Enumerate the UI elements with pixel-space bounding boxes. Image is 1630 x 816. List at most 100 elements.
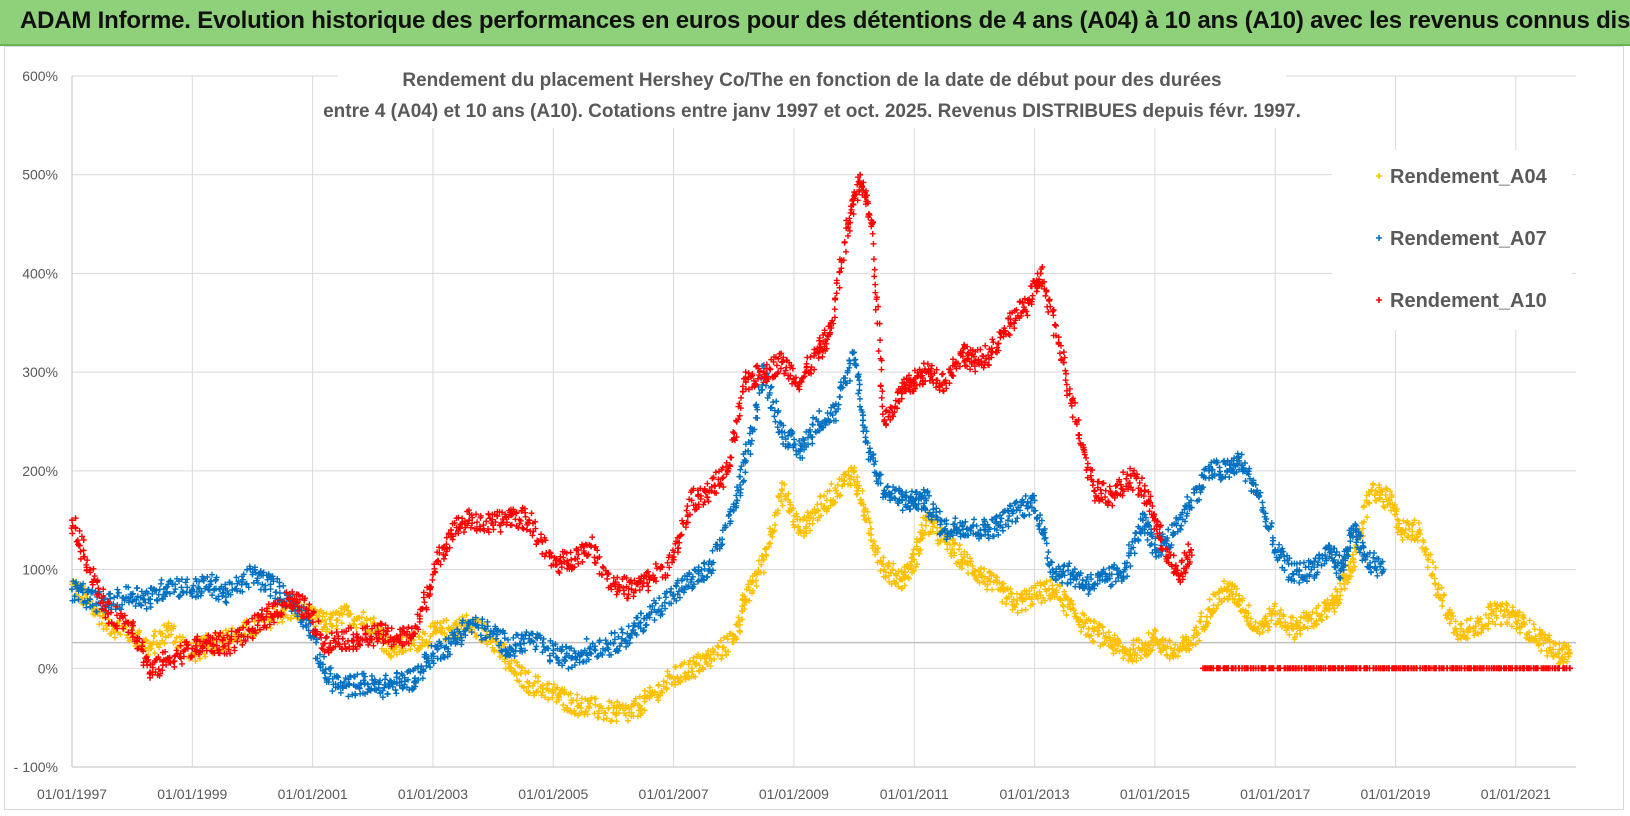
data-point <box>889 566 896 573</box>
data-point <box>176 633 183 640</box>
y-tick-label: 500% <box>22 167 58 183</box>
data-point <box>567 690 574 697</box>
data-point <box>1044 555 1051 562</box>
data-point <box>732 633 739 640</box>
data-point <box>636 693 643 700</box>
data-point <box>463 612 470 619</box>
data-point <box>342 645 349 652</box>
data-point <box>1531 626 1538 633</box>
data-point <box>592 695 599 702</box>
data-point <box>382 672 389 679</box>
data-point <box>643 621 650 628</box>
data-point <box>958 565 965 572</box>
data-point <box>736 621 743 628</box>
data-point <box>898 585 905 592</box>
data-point <box>555 694 562 701</box>
data-point <box>538 531 545 538</box>
data-point <box>1060 607 1067 614</box>
data-point <box>350 620 357 627</box>
data-point <box>874 559 881 566</box>
data-point <box>874 549 881 556</box>
page-title: ADAM Informe. Evolution historique des p… <box>20 7 1630 34</box>
data-point <box>893 579 900 586</box>
data-point <box>477 526 484 533</box>
data-point <box>735 614 742 621</box>
data-point <box>1369 480 1376 487</box>
data-point <box>880 554 887 561</box>
data-point <box>114 586 121 593</box>
data-point <box>848 473 855 480</box>
data-point <box>724 636 731 643</box>
data-point <box>456 616 463 623</box>
data-point <box>910 567 917 574</box>
data-point <box>877 557 884 564</box>
data-point <box>931 519 938 526</box>
data-point <box>854 478 861 485</box>
data-point <box>115 589 122 596</box>
data-point <box>443 617 450 624</box>
data-point <box>663 679 670 686</box>
data-point <box>929 523 936 530</box>
data-point <box>768 404 775 411</box>
data-point <box>549 687 556 694</box>
data-point <box>197 655 204 662</box>
data-point <box>415 633 422 640</box>
data-point <box>949 546 956 553</box>
data-point <box>809 440 816 447</box>
data-point <box>69 530 76 537</box>
data-point <box>767 540 774 547</box>
data-point <box>584 711 591 718</box>
data-point <box>519 664 526 671</box>
data-point <box>855 390 862 397</box>
data-point <box>675 545 682 552</box>
data-point <box>771 413 778 420</box>
data-point <box>192 657 199 664</box>
data-point <box>158 576 165 583</box>
data-point <box>714 642 721 649</box>
data-point <box>1127 563 1134 570</box>
data-point <box>859 417 866 424</box>
data-point <box>111 634 118 641</box>
data-point <box>592 701 599 708</box>
data-point <box>717 637 724 644</box>
data-point <box>763 552 770 559</box>
data-point <box>709 567 716 574</box>
data-point <box>826 487 833 494</box>
data-point <box>655 682 662 689</box>
data-point <box>1316 551 1323 558</box>
data-point <box>791 524 798 531</box>
data-point <box>280 582 287 589</box>
data-point <box>589 534 596 541</box>
data-point <box>169 625 176 632</box>
data-point <box>901 564 908 571</box>
data-point <box>603 715 610 722</box>
data-point <box>742 599 749 606</box>
data-point <box>739 616 746 623</box>
data-point <box>1446 620 1453 627</box>
data-point <box>748 579 755 586</box>
data-point <box>159 637 166 644</box>
data-point <box>1245 602 1252 609</box>
y-tick-label: 600% <box>22 68 58 84</box>
data-point <box>710 649 717 656</box>
data-point <box>841 477 848 484</box>
data-point <box>854 490 861 497</box>
data-point <box>1498 621 1505 628</box>
data-point <box>690 654 697 661</box>
points-layer <box>68 171 1573 725</box>
data-point <box>358 614 365 621</box>
y-tick-label: 400% <box>22 265 58 281</box>
x-tick-label: 01/01/2019 <box>1360 786 1430 802</box>
data-point <box>156 644 163 651</box>
data-point <box>725 648 732 655</box>
data-point <box>624 595 631 602</box>
data-point <box>522 670 529 677</box>
x-tick-label: 01/01/2009 <box>759 786 829 802</box>
data-point <box>79 594 86 601</box>
data-point <box>513 671 520 678</box>
data-point <box>328 623 335 630</box>
data-point <box>526 680 533 687</box>
data-point <box>1516 629 1523 636</box>
data-point <box>856 387 863 394</box>
data-point <box>1144 536 1151 543</box>
